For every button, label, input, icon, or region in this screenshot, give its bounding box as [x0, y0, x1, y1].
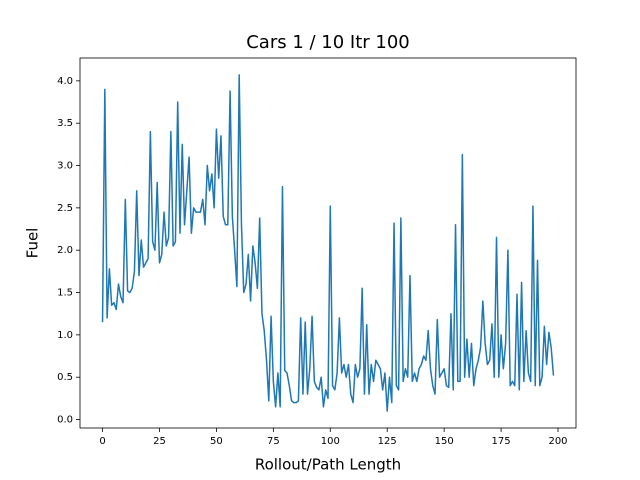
x-tick-label: 25: [153, 436, 166, 447]
y-axis-label: Fuel: [24, 228, 42, 259]
y-tick-label: 1.0: [57, 330, 73, 341]
x-axis-label: Rollout/Path Length: [255, 456, 401, 474]
y-tick-label: 0.0: [57, 415, 73, 426]
y-tick-label: 2.5: [57, 203, 73, 214]
y-tick-label: 2.0: [57, 245, 73, 256]
y-tick-label: 3.5: [57, 118, 73, 129]
line-series: [101, 74, 555, 412]
plot-frame: [79, 57, 577, 429]
x-tick-label: 125: [378, 436, 397, 447]
x-tick-label: 200: [548, 436, 567, 447]
x-tick-label: 100: [321, 436, 340, 447]
y-tick-label: 1.5: [57, 288, 73, 299]
x-tick-label: 0: [99, 436, 105, 447]
y-tick-label: 0.5: [57, 372, 73, 383]
x-tick-label: 175: [492, 436, 511, 447]
chart-title: Cars 1 / 10 Itr 100: [246, 32, 410, 53]
y-tick-label: 4.0: [57, 76, 73, 87]
x-tick-label: 75: [267, 436, 280, 447]
x-tick-label: 150: [435, 436, 454, 447]
y-tick-label: 3.0: [57, 161, 73, 172]
x-tick-label: 50: [210, 436, 223, 447]
